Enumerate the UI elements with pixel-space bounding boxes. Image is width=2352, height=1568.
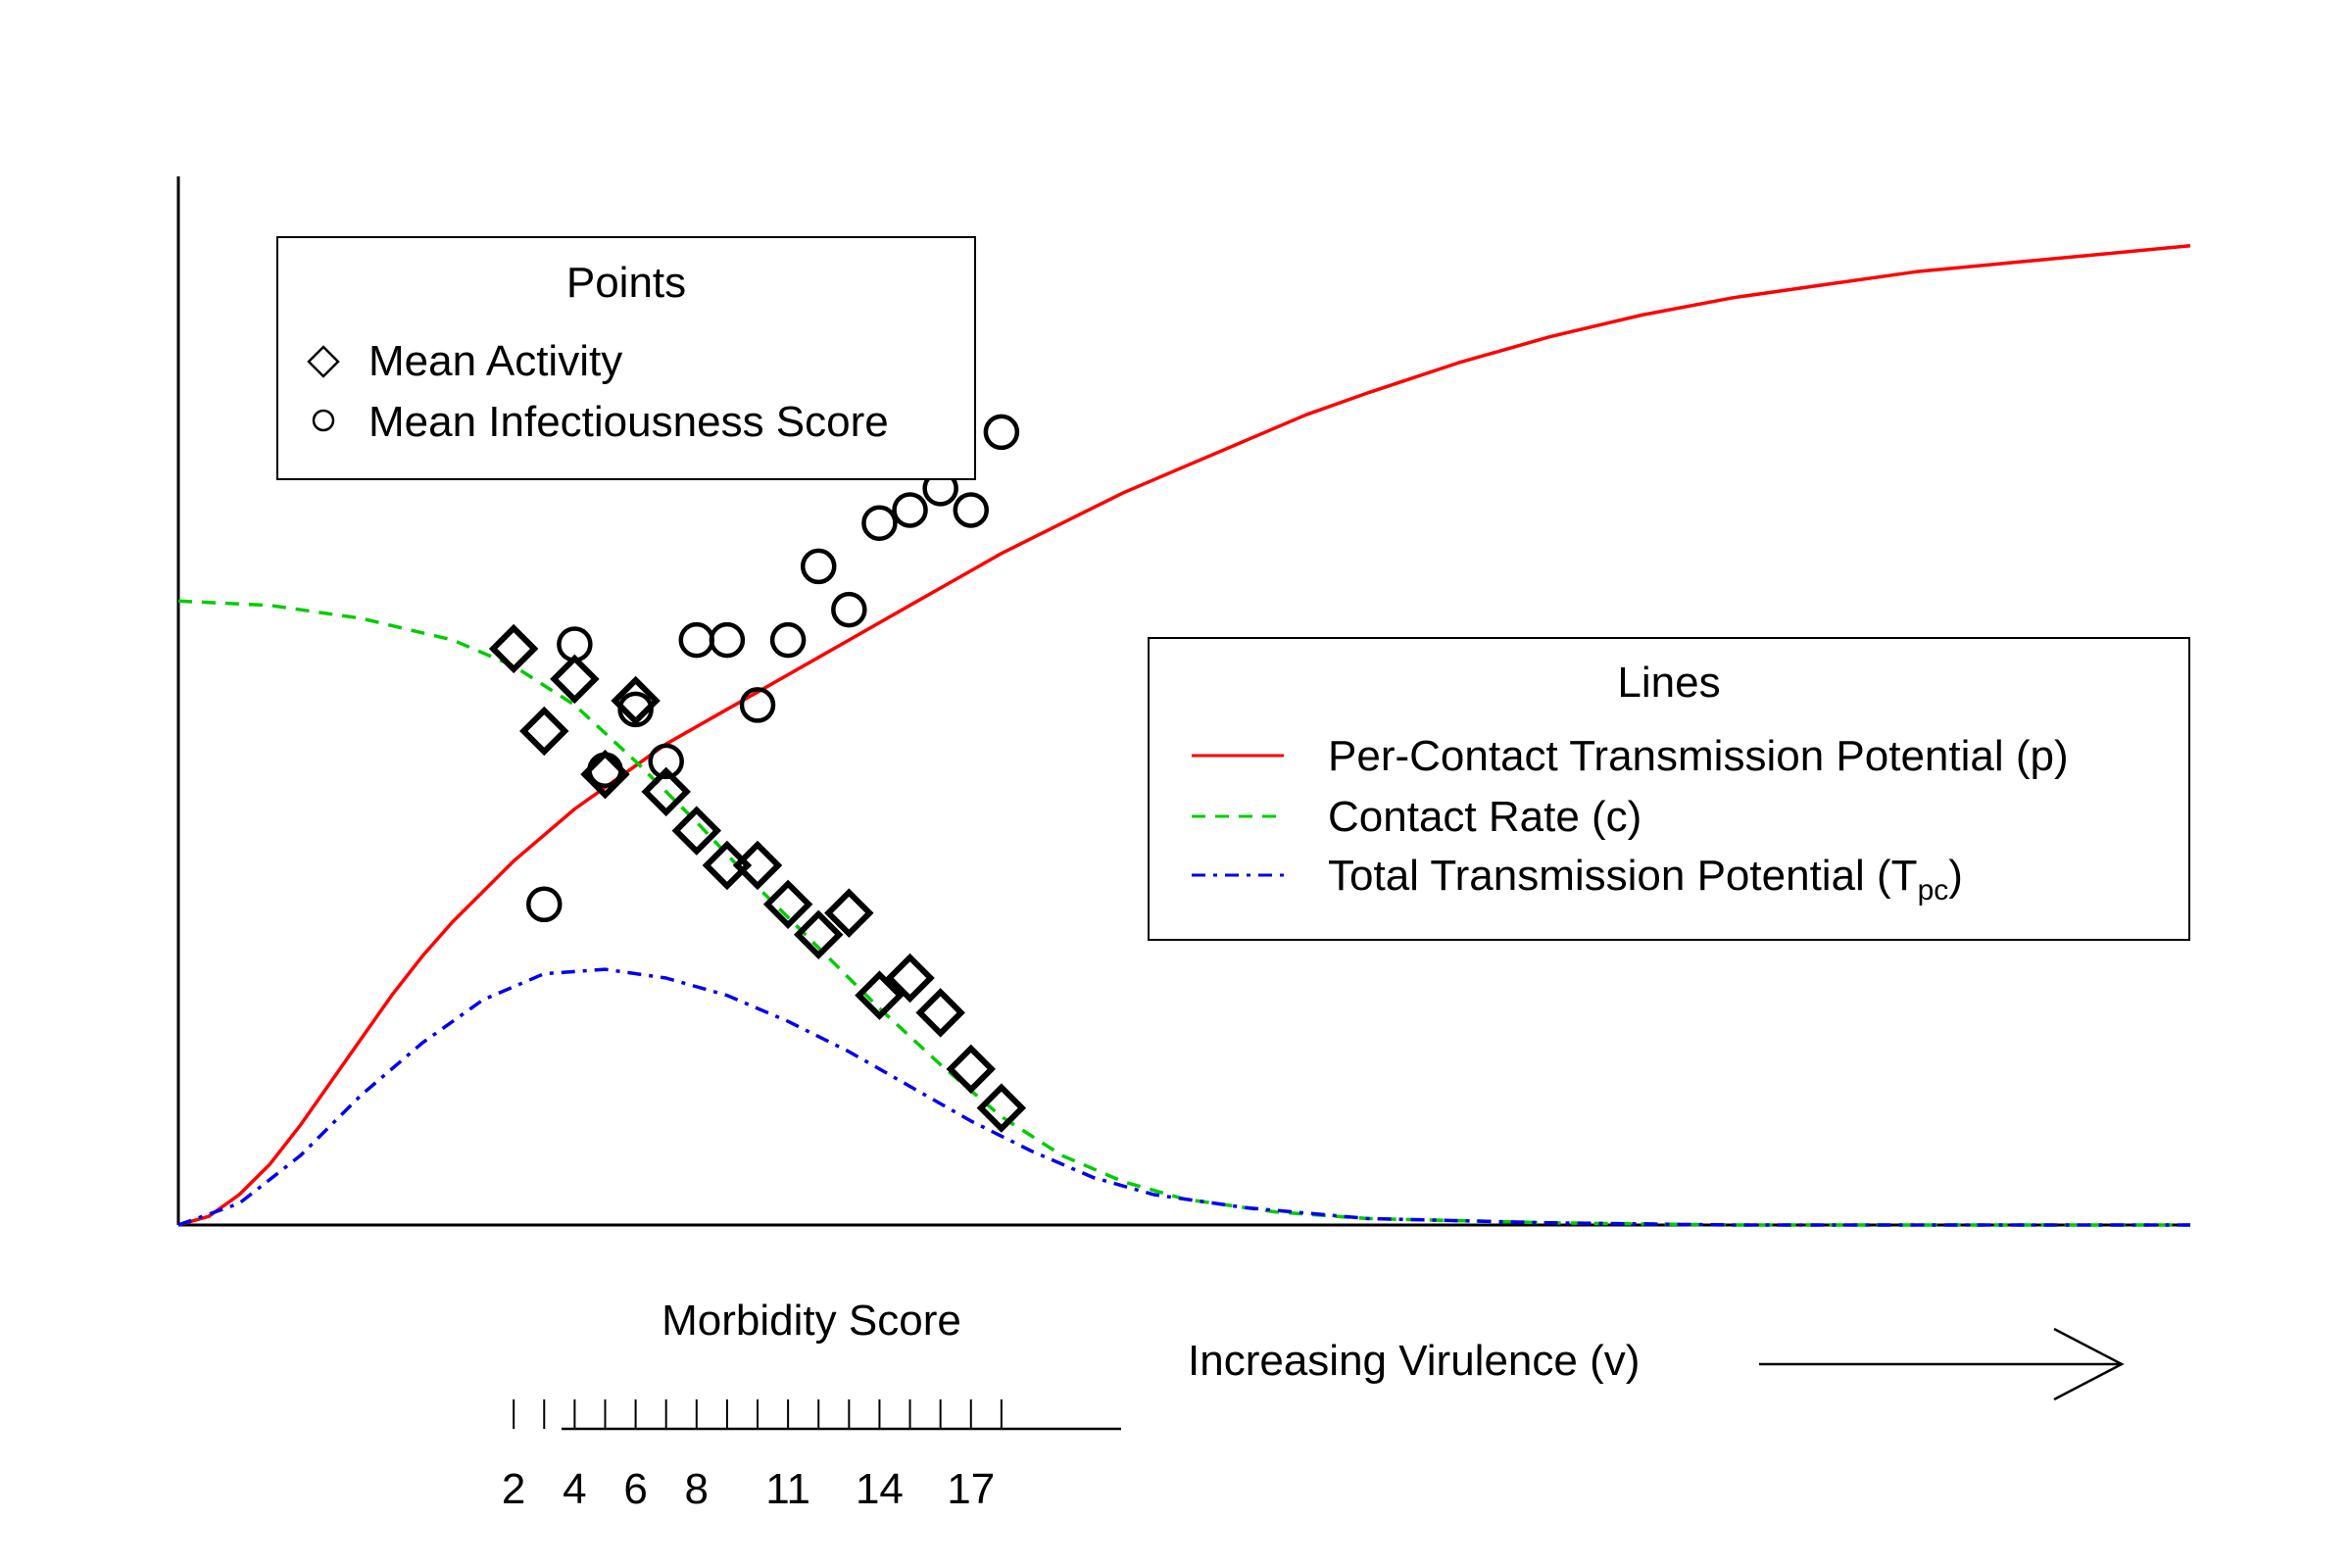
mean-infectiousness-point [769, 621, 807, 659]
legend-tpc-sub: pc [1918, 874, 1949, 906]
morbidity-tick-label: 8 [685, 1465, 709, 1513]
legend-tpc-close: ) [1948, 852, 1963, 900]
mean-activity-point [519, 706, 569, 757]
mean-activity-point [946, 1044, 997, 1095]
mean-activity-point [976, 1083, 1027, 1133]
mean-activity-point [793, 909, 844, 960]
legend-points-box [276, 236, 976, 480]
morbidity-tick-label: 17 [947, 1465, 995, 1513]
x-axis-label: Increasing Virulence (v) [1188, 1337, 1640, 1385]
mean-infectiousness-point [648, 743, 684, 780]
mean-infectiousness-point [861, 505, 898, 541]
legend-lines-entry-p: Per-Contact Transmission Potential (p) [1328, 732, 2069, 780]
mean-activity-point [915, 988, 965, 1038]
mean-infectiousness-point [953, 492, 990, 528]
series-line-1 [177, 599, 2190, 1227]
morbidity-tick-label: 14 [856, 1465, 904, 1513]
mean-activity-point [762, 879, 813, 930]
legend-diamond-marker [307, 345, 340, 378]
legend-points-entry-mean-activity: Mean Activity [368, 337, 622, 385]
arrow-right-icon [1759, 1327, 2125, 1401]
mean-activity-point [488, 623, 539, 674]
mean-infectiousness-point [557, 626, 593, 662]
legend-lines: Lines Per-Contact Transmission Potential… [1148, 637, 2190, 941]
legend-lines-box [1148, 637, 2190, 941]
mean-infectiousness-point [526, 886, 563, 923]
morbidity-tick-label: 2 [502, 1465, 525, 1513]
mean-infectiousness-point [587, 752, 623, 788]
mean-infectiousness-point [831, 591, 867, 628]
mean-activity-point [611, 675, 661, 726]
mean-activity-point [641, 766, 691, 817]
legend-lines-entry-c: Contact Rate (c) [1328, 793, 1642, 841]
mean-infectiousness-point [617, 691, 654, 728]
line-series-layer [177, 243, 2191, 1227]
mean-infectiousness-point [709, 621, 746, 659]
mean-infectiousness-point [983, 414, 1020, 451]
morbidity-ticks [513, 1399, 1003, 1429]
mean-activity-point [732, 840, 783, 891]
mean-activity-point [885, 953, 935, 1004]
morbidity-tick-label: 6 [623, 1465, 647, 1513]
legend-tpc-main: Total Transmission Potential (T [1328, 852, 1918, 900]
legend-lines-entry-tpc: Total Transmission Potential (Tpc) [1328, 852, 1963, 906]
mean-infectiousness-point [739, 687, 776, 723]
morbidity-tick-label: 11 [765, 1465, 810, 1513]
legend-circle-marker [312, 409, 335, 432]
series-line-0 [177, 243, 2191, 1227]
legend-points: Points Mean Activity Mean Infectiousness… [276, 236, 976, 480]
mean-activity-point [671, 806, 722, 856]
legend-points-title: Points [566, 259, 686, 307]
legend-points-entry-mean-infectiousness: Mean Infectiousness Score [368, 398, 889, 446]
mean-infectiousness-point [892, 492, 928, 528]
mean-activity-point [702, 840, 753, 891]
morbidity-score-axis: Morbidity Score 2 4 6 8 11 14 17 [502, 1297, 1121, 1513]
legend-lines-title: Lines [1617, 659, 1720, 707]
mean-activity-point [824, 888, 874, 938]
point-series-layer [488, 414, 1027, 1133]
series-line-2 [177, 967, 2190, 1227]
morbidity-tick-labels: 2 4 6 8 11 14 17 [502, 1465, 995, 1513]
mean-infectiousness-point [678, 621, 715, 659]
morbidity-axis-label: Morbidity Score [662, 1297, 961, 1345]
mean-infectiousness-point [800, 548, 837, 585]
mean-activity-point [855, 970, 905, 1020]
mean-activity-point [550, 654, 600, 705]
morbidity-tick-label: 4 [563, 1465, 586, 1513]
